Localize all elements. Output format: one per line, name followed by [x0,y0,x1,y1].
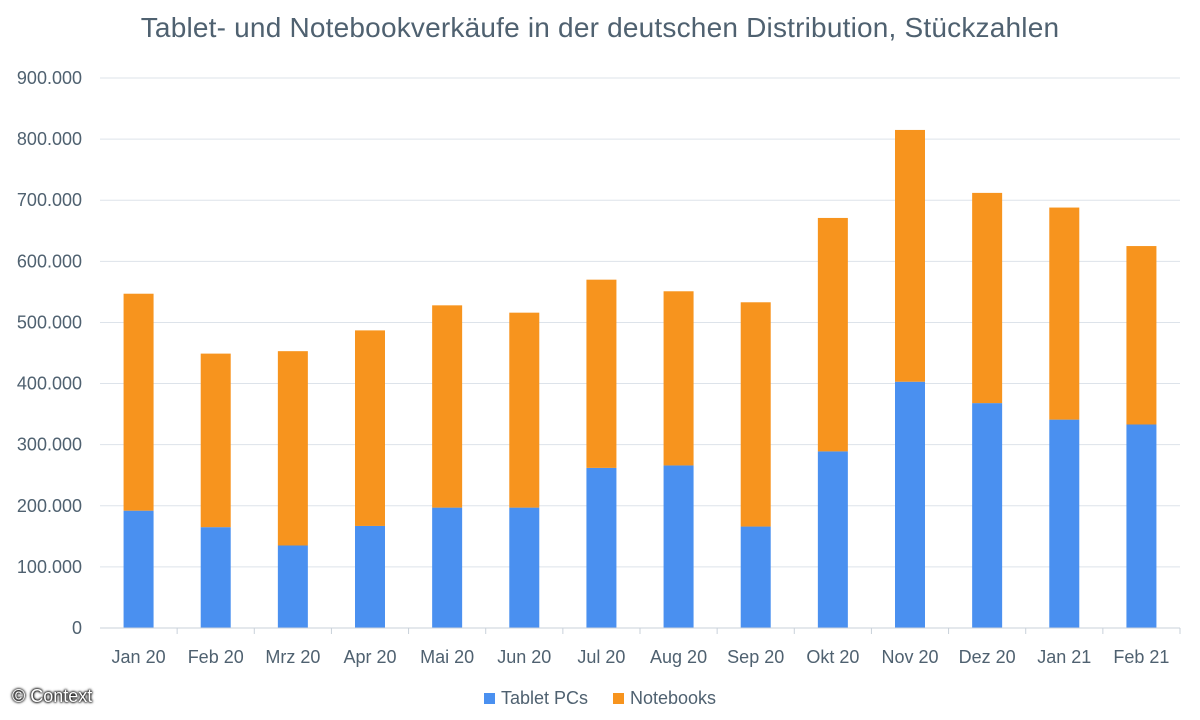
bar-tablet-pcs [1049,419,1080,628]
bar-tablet-pcs [355,525,385,628]
x-tick-label: Mai 20 [420,647,474,667]
y-tick-label: 500.000 [17,312,82,332]
bar-tablet-pcs [895,381,925,628]
legend-swatch-tablet [483,693,495,704]
bar-notebooks [586,279,617,468]
bar-notebooks [123,293,154,511]
bars [123,129,1157,628]
bar-notebooks [1126,246,1157,425]
x-tick-label: Jul 20 [577,647,625,667]
copyright-label: © Context [12,686,93,706]
bar-tablet-pcs [200,527,231,628]
x-tick-label: Feb 20 [188,647,244,667]
bar-notebooks [972,192,1003,404]
bar-notebooks [355,330,385,526]
legend-label-notebooks: Notebooks [630,688,717,708]
bar-notebooks [277,351,308,546]
bar-notebooks [740,302,771,527]
x-tick-label: Nov 20 [881,647,938,667]
x-tick-label: Feb 21 [1113,647,1169,667]
legend-item-tablet: Tablet PCs [483,688,588,709]
gridlines [100,77,1180,568]
bar-tablet-pcs [740,526,771,628]
legend: Tablet PCs Notebooks [0,688,1200,709]
x-tick-label: Jan 20 [112,647,166,667]
legend-item-notebooks: Notebooks [613,688,716,709]
bar-tablet-pcs [123,510,154,628]
bar-tablet-pcs [972,403,1003,628]
x-tick-label: Jan 21 [1037,647,1091,667]
bar-notebooks [509,312,540,508]
bar-notebooks [895,129,925,382]
bar-notebooks [432,305,463,508]
x-tick-label: Mrz 20 [265,647,320,667]
y-tick-label: 600.000 [17,251,82,271]
bar-tablet-pcs [1126,424,1157,628]
y-tick-label: 0 [72,618,82,638]
y-tick-label: 700.000 [17,190,82,210]
x-tick-label: Okt 20 [806,647,859,667]
y-tick-label: 900.000 [17,68,82,88]
bar-tablet-pcs [509,507,540,628]
axes: 0 100.000 200.000 300.000 400.000 500.000 600.… [17,68,1181,667]
bar-notebooks [1049,207,1080,420]
bar-notebooks [200,353,231,528]
bar-tablet-pcs [817,451,848,628]
bar-tablet-pcs [432,507,463,628]
y-tick-label: 100.000 [17,557,82,577]
chart-title: Tablet- und Notebookverkäufe in der deut… [140,12,1060,43]
x-tick-label: Jun 20 [497,647,551,667]
y-tick-label: 800.000 [17,129,82,149]
x-tick-label: Dez 20 [959,647,1016,667]
bar-tablet-pcs [586,467,617,628]
x-tick-label: Apr 20 [343,647,396,667]
bar-notebooks [817,217,848,452]
y-tick-label: 300.000 [17,435,82,455]
x-tick-label: Sep 20 [727,647,784,667]
legend-swatch-notebooks [613,693,624,704]
y-tick-label: 400.000 [17,374,82,394]
y-tick-label: 200.000 [17,496,82,516]
legend-label-tablet: Tablet PCs [500,688,588,708]
bar-tablet-pcs [663,465,694,628]
bar-tablet-pcs [277,545,308,628]
x-tick-label: Aug 20 [650,647,707,667]
bar-notebooks [663,291,694,466]
